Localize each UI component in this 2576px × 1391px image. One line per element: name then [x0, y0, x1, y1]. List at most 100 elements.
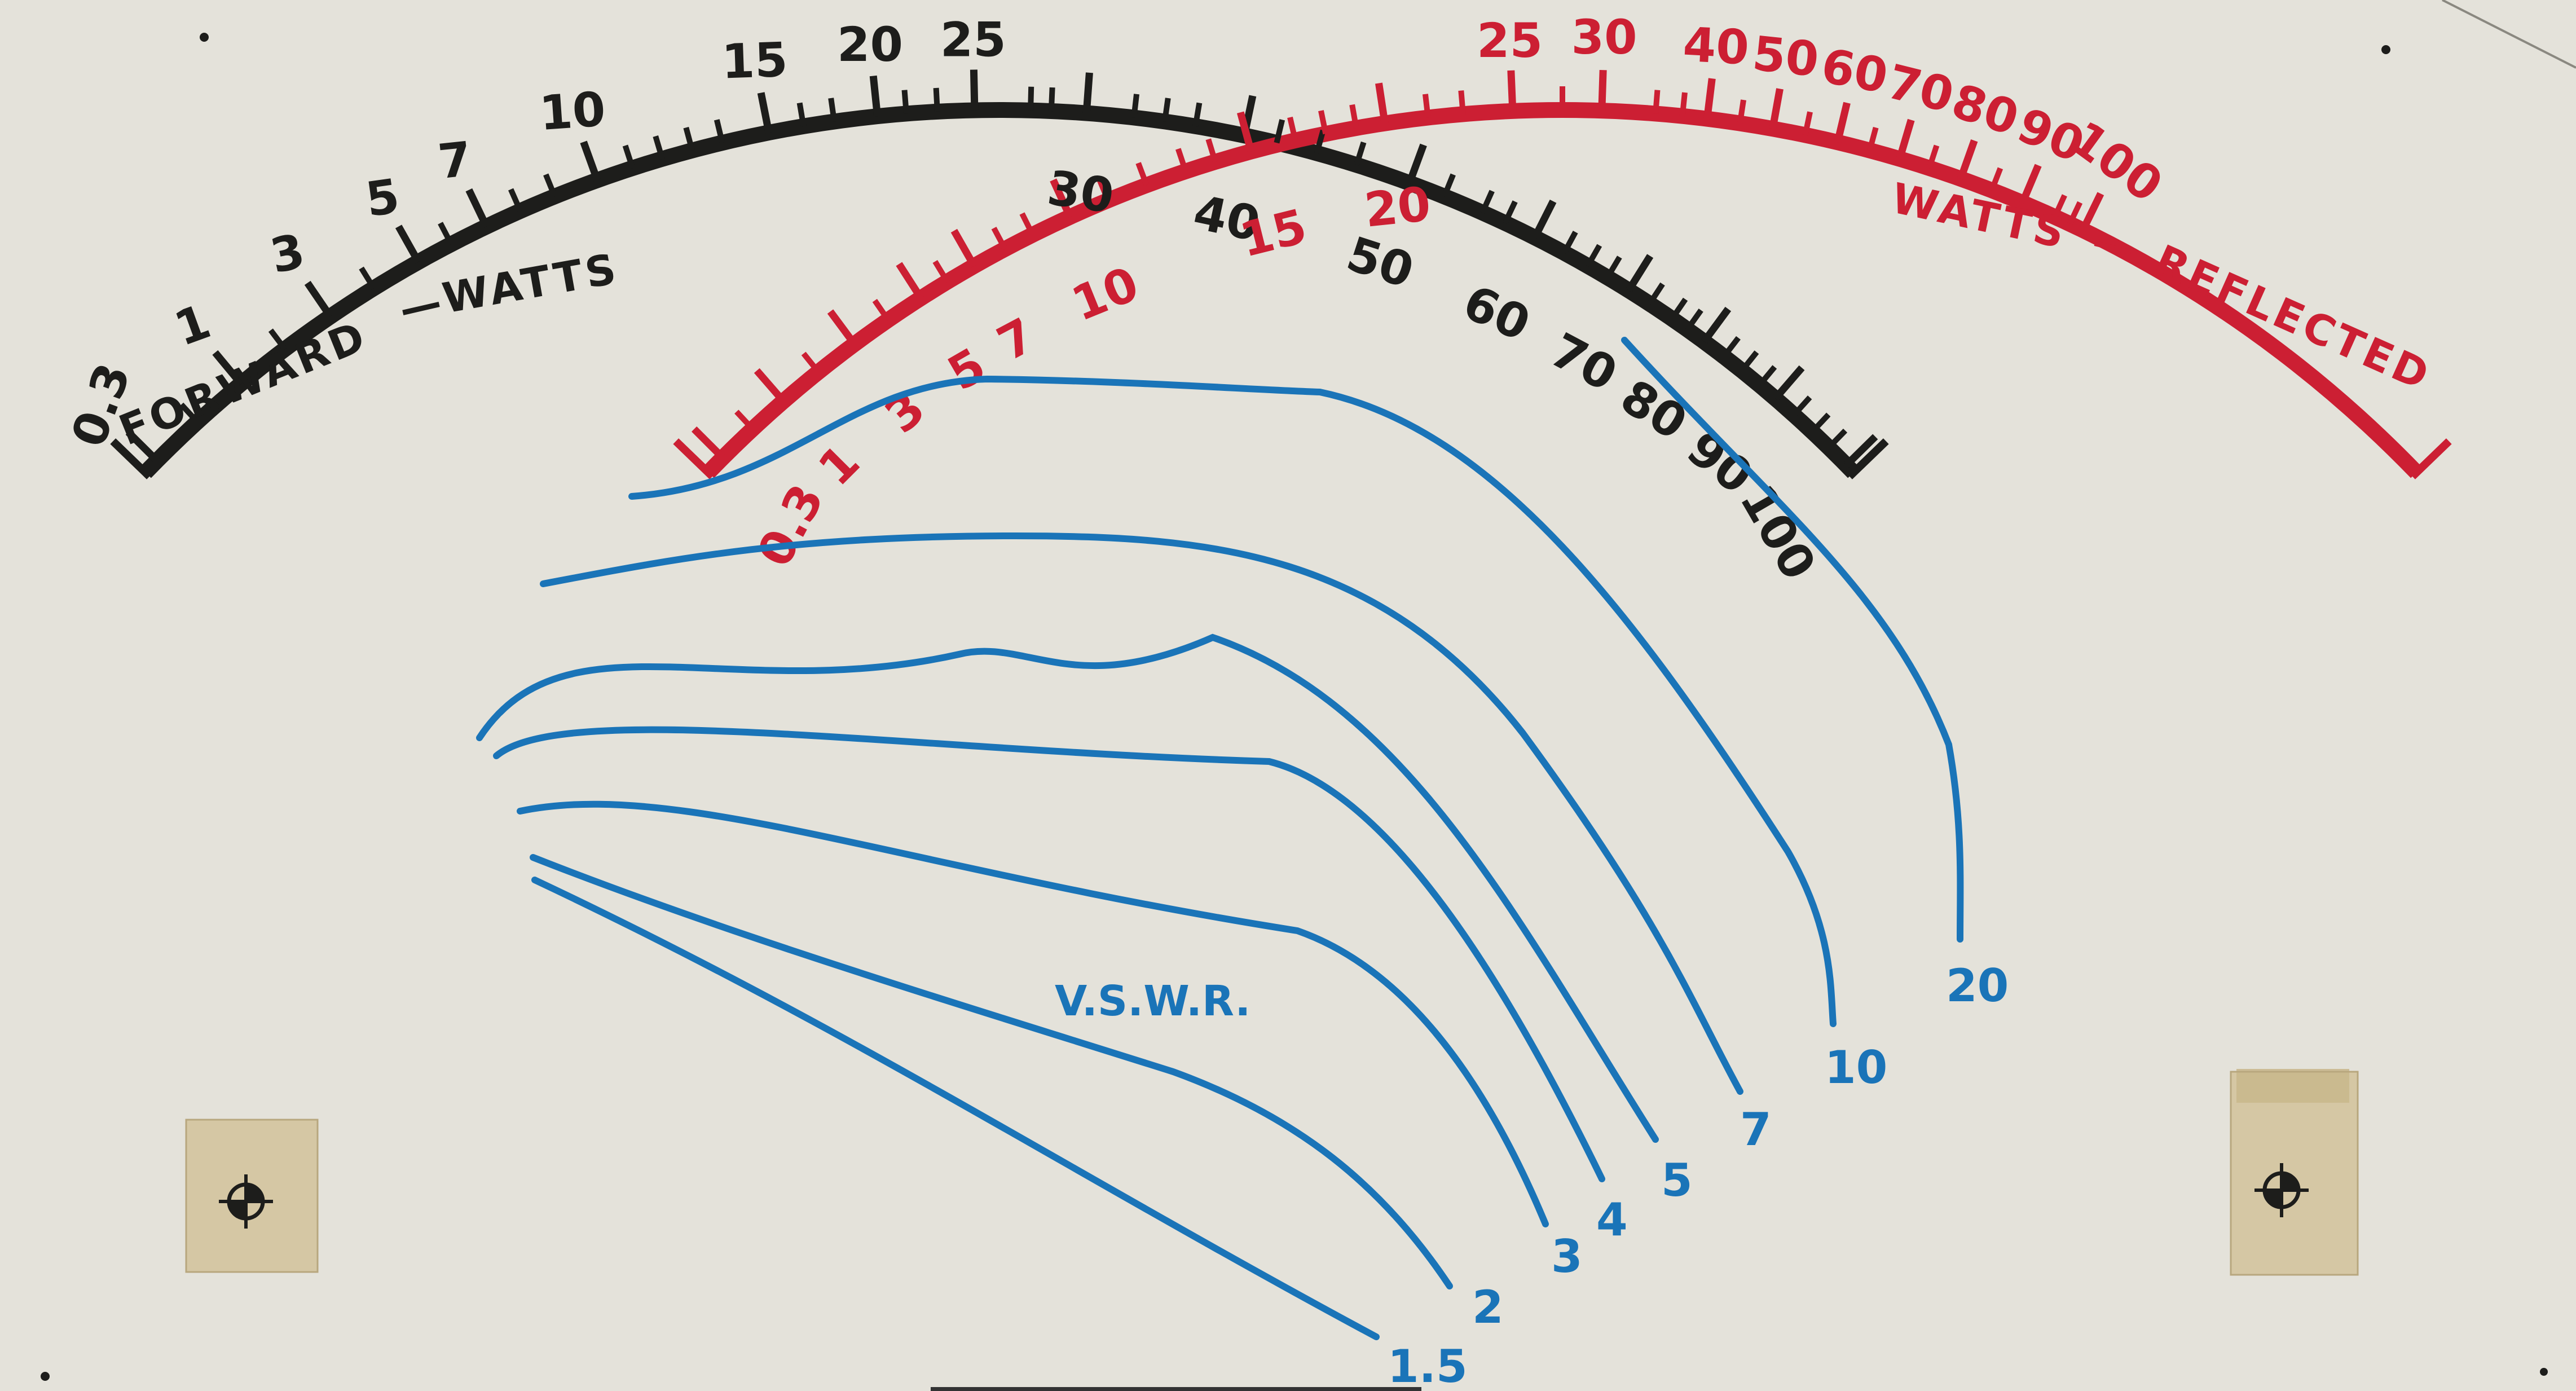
reflected-major-tick	[2019, 164, 2042, 204]
vswr-curve-20	[1621, 337, 1964, 943]
forward-major-tick	[1531, 199, 1557, 240]
reflected-major-tick	[950, 228, 977, 268]
forward-end-cap	[110, 438, 152, 479]
forward-minor-tick	[1314, 129, 1326, 154]
forward-minor-tick	[1670, 297, 1688, 321]
forward-tick-label: 5	[362, 168, 403, 227]
forward-major-tick	[212, 350, 244, 386]
paper-corner-line	[2442, 0, 2576, 69]
forward-end-cap	[1847, 438, 1889, 479]
vswr-label-20: 20	[1946, 959, 2009, 1012]
forward-tick-label: 10	[538, 81, 607, 141]
reflected-minor-tick	[1679, 92, 1688, 117]
forward-major-tick	[304, 280, 334, 319]
forward-minor-tick	[1810, 412, 1831, 434]
forward-major-tick	[757, 92, 773, 134]
reflected-minor-tick	[1318, 110, 1329, 135]
reflected-minor-tick	[1096, 177, 1111, 202]
reflected-major-tick	[1769, 88, 1784, 130]
reflected-minor-tick	[991, 226, 1008, 250]
forward-major-tick	[395, 225, 422, 264]
forward-major-tick	[465, 188, 490, 228]
forward-minor-tick	[359, 266, 377, 290]
reflected-minor-tick	[1737, 99, 1746, 124]
vswr-label-5: 5	[1661, 1154, 1693, 1207]
forward-tick-label: 15	[721, 32, 789, 90]
forward-minor-tick	[1585, 244, 1602, 268]
forward-minor-tick	[901, 90, 909, 114]
forward-major-tick	[1701, 306, 1732, 344]
forward-tick-label: 40	[1189, 184, 1265, 252]
reflected-tick-label: 20	[1362, 176, 1433, 238]
forward-minor-tick	[1192, 102, 1203, 127]
reflected-minor-tick	[872, 298, 891, 322]
reflected-minor-tick	[2052, 194, 2067, 218]
reflected-major-tick	[754, 368, 786, 404]
forward-minor-tick	[1647, 282, 1665, 306]
forward-major-tick	[1406, 143, 1427, 184]
mount-hole-bottom-right	[2540, 1368, 2548, 1376]
reflected-minor-tick	[1866, 126, 1879, 152]
reflected-end-cap	[2410, 438, 2452, 479]
reflected-major-tick	[1375, 82, 1389, 124]
reflected-scale-ticks	[673, 69, 2452, 479]
reflected-tick-label: 50	[1750, 25, 1822, 87]
forward-scale-arc	[139, 102, 1860, 478]
vswr-curve-1.5	[531, 877, 1380, 1340]
forward-tick-label: 30	[1044, 160, 1117, 224]
forward-minor-tick	[1757, 365, 1777, 387]
reflected-minor-tick	[1653, 90, 1661, 114]
forward-minor-tick	[1605, 256, 1622, 279]
reflected-major-tick	[2079, 192, 2104, 232]
reflected-tick-label: 60	[1817, 38, 1892, 104]
reflected-tick-label: 30	[1571, 10, 1637, 65]
vswr-curve-5	[476, 633, 1659, 1143]
vswr-label-1.5: 1.5	[1388, 1340, 1468, 1391]
vswr-curve-2	[530, 854, 1453, 1289]
reflected-minor-tick	[1989, 167, 2003, 192]
reflected-major-tick	[1957, 139, 1978, 181]
forward-minor-tick	[1131, 94, 1140, 118]
forward-minor-tick	[1048, 87, 1055, 112]
forward-minor-tick	[653, 135, 665, 160]
mount-hole-top-left	[200, 33, 209, 42]
reflected-minor-tick	[1458, 90, 1466, 115]
forward-minor-tick	[1791, 395, 1812, 417]
reflected-minor-tick	[1287, 116, 1298, 142]
reflected-minor-tick	[1019, 212, 1036, 236]
forward-minor-tick	[1685, 309, 1703, 332]
mount-hole-bottom-left	[41, 1372, 50, 1381]
reflected-minor-tick	[734, 410, 755, 431]
reflected-tick-label: 25	[1477, 13, 1543, 68]
forward-minor-tick	[1740, 350, 1759, 373]
reflected-major-tick	[1598, 69, 1607, 111]
forward-minor-tick	[268, 328, 288, 351]
vswr-curve-7	[540, 532, 1743, 1095]
mount-hole-top-right	[2381, 45, 2390, 54]
reflected-scale-arc	[702, 102, 2423, 478]
forward-minor-tick	[1502, 200, 1518, 225]
reflected-minor-tick	[1926, 144, 1940, 169]
vswr-curve-4	[493, 726, 1605, 1182]
vswr-label-10: 10	[1825, 1041, 1887, 1094]
forward-minor-tick	[933, 87, 940, 112]
reflected-major-tick	[1236, 111, 1255, 153]
vswr-label-2: 2	[1472, 1281, 1504, 1333]
reflected-minor-tick	[801, 351, 821, 374]
forward-minor-tick	[1721, 336, 1741, 359]
reflected-minor-tick	[1135, 162, 1150, 187]
vswr-curve-10	[628, 375, 1837, 1027]
forward-tick-label: 7	[435, 131, 474, 190]
forward-tick-label: 20	[837, 17, 903, 72]
reflected-minor-tick	[1422, 94, 1431, 118]
reflected-major-tick	[1050, 178, 1073, 219]
forward-minor-tick	[1354, 141, 1367, 166]
registration-mark-left	[219, 1174, 273, 1229]
forward-minor-tick	[1561, 231, 1578, 254]
forward-minor-tick	[683, 126, 695, 152]
reflected-major-tick	[896, 262, 924, 301]
forward-major-tick	[1625, 254, 1654, 293]
vswr-label-3: 3	[1551, 1230, 1583, 1283]
reflected-minor-tick	[1205, 138, 1218, 163]
